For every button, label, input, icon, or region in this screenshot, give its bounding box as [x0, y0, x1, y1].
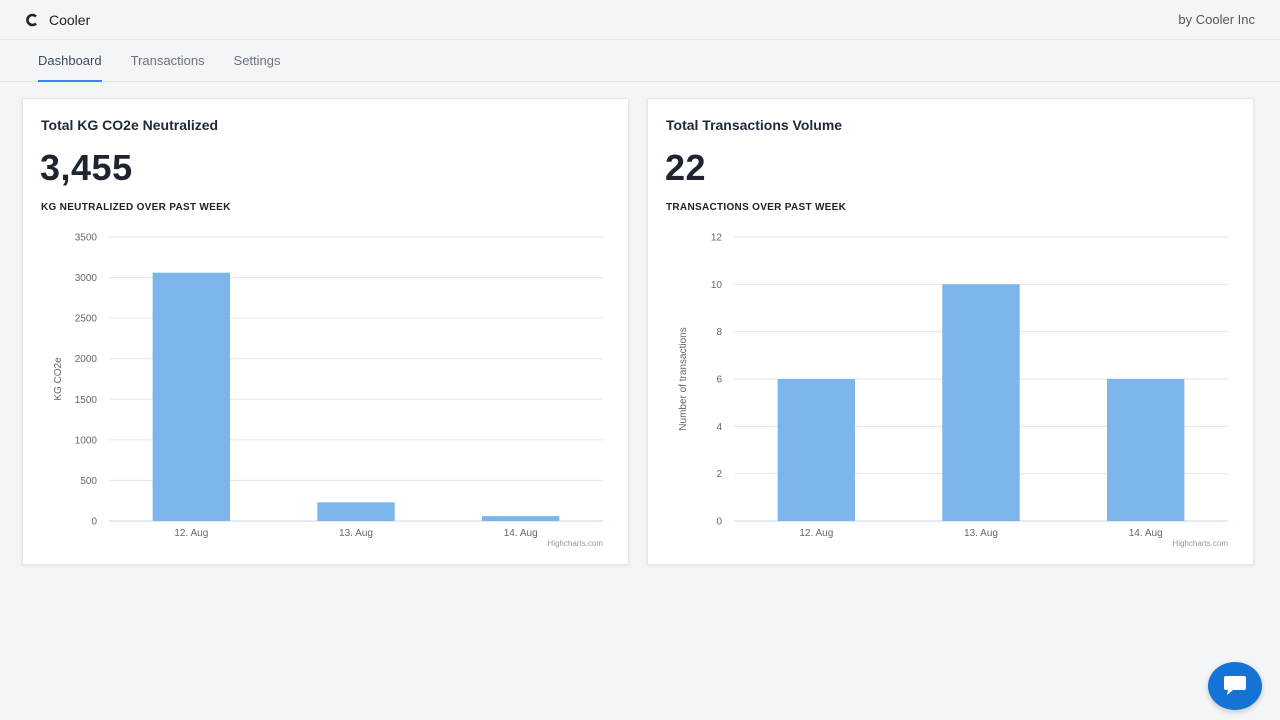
co2-card: Total KG CO2e Neutralized 3,455 KG NEUTR… — [22, 98, 629, 565]
x-tick-label: 13. Aug — [339, 528, 373, 539]
transactions-bar-chart: 0 2 4 6 8 10 12 Number of transactions 12. Aug 13… — [678, 233, 1228, 549]
y-tick-label: 3500 — [75, 233, 98, 244]
chart-credit: Highcharts.com — [1172, 539, 1228, 548]
chart-bar — [152, 272, 231, 521]
chart-bar — [942, 284, 1020, 521]
top-bar: Cooler by Cooler Inc — [0, 0, 1280, 40]
card-subtitle: TRANSACTIONS OVER PAST WEEK — [666, 202, 847, 213]
y-tick-label: 4 — [716, 422, 722, 433]
co2-bar-chart: 0 500 1000 1500 2000 2500 3000 3500 KG CO2e 12. A… — [53, 233, 603, 549]
chart-bar — [317, 502, 395, 521]
x-tick-label: 12. Aug — [174, 528, 208, 539]
y-tick-label: 6 — [716, 375, 722, 386]
x-tick-label: 12. Aug — [799, 528, 833, 539]
y-tick-label: 2 — [716, 469, 722, 480]
card-value: 22 — [665, 147, 707, 188]
y-tick-label: 12 — [711, 233, 723, 244]
y-tick-label: 2500 — [75, 314, 98, 325]
chart-bar — [777, 379, 856, 521]
x-tick-label: 13. Aug — [964, 528, 998, 539]
y-tick-label: 1500 — [75, 395, 98, 406]
chat-button[interactable] — [1208, 662, 1262, 710]
card-subtitle: KG NEUTRALIZED OVER PAST WEEK — [41, 202, 231, 213]
x-tick-label: 14. Aug — [504, 528, 538, 539]
chart-bar — [1106, 379, 1185, 521]
chart-credit: Highcharts.com — [547, 539, 603, 548]
byline: by Cooler Inc — [1178, 12, 1255, 27]
dashboard-cards: Total KG CO2e Neutralized 3,455 KG NEUTR… — [22, 98, 1255, 565]
y-tick-label: 0 — [91, 517, 97, 528]
app-name: Cooler — [49, 11, 91, 28]
card-value: 3,455 — [40, 147, 133, 188]
card-title: Total Transactions Volume — [666, 117, 843, 133]
y-tick-label: 0 — [716, 517, 722, 528]
y-tick-label: 10 — [711, 280, 723, 291]
card-title: Total KG CO2e Neutralized — [41, 117, 219, 133]
y-tick-label: 1000 — [75, 435, 98, 446]
y-axis-label: Number of transactions — [678, 327, 689, 430]
transactions-card: Total Transactions Volume 22 TRANSACTION… — [647, 98, 1254, 565]
tab-bar: Dashboard Transactions Settings — [0, 40, 1280, 82]
y-tick-label: 2000 — [75, 354, 98, 365]
tab-transactions[interactable]: Transactions — [130, 53, 205, 68]
chart-bar — [481, 516, 560, 521]
tab-dashboard[interactable]: Dashboard — [38, 40, 102, 82]
y-axis-label: KG CO2e — [53, 357, 64, 401]
tab-settings[interactable]: Settings — [233, 53, 281, 68]
cooler-logo-icon — [26, 13, 37, 26]
brand[interactable]: Cooler — [25, 12, 90, 28]
chat-icon — [1224, 676, 1246, 695]
y-tick-label: 3000 — [75, 273, 98, 284]
y-tick-label: 8 — [716, 327, 722, 338]
y-tick-label: 500 — [80, 476, 97, 487]
x-tick-label: 14. Aug — [1129, 528, 1163, 539]
